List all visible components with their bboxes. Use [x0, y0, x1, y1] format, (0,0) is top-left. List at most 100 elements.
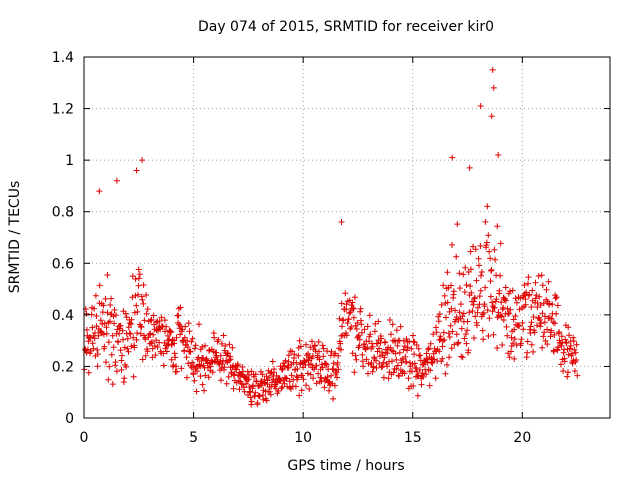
- data-point: [311, 366, 318, 373]
- data-point: [425, 346, 432, 353]
- data-point: [569, 360, 576, 367]
- data-point: [266, 388, 273, 395]
- y-tick-label: 1.2: [52, 102, 74, 118]
- data-point: [137, 323, 144, 330]
- data-point: [405, 375, 412, 382]
- data-point: [89, 324, 96, 331]
- data-point: [144, 348, 151, 355]
- data-point: [473, 277, 480, 284]
- data-point: [115, 339, 122, 345]
- data-point: [571, 368, 578, 374]
- data-point: [223, 380, 230, 387]
- data-point: [554, 302, 561, 309]
- data-point: [426, 382, 433, 389]
- data-point: [135, 266, 142, 273]
- data-point: [427, 340, 434, 347]
- data-point: [396, 373, 402, 380]
- data-point: [103, 324, 110, 331]
- data-point: [326, 387, 332, 394]
- data-point: [202, 342, 209, 349]
- data-point: [93, 313, 100, 319]
- data-point: [474, 304, 481, 311]
- data-point: [381, 354, 388, 361]
- data-point: [481, 303, 488, 310]
- data-point: [117, 347, 124, 354]
- data-point: [485, 333, 492, 339]
- data-point: [109, 332, 116, 339]
- data-point: [542, 313, 548, 320]
- data-point: [369, 368, 376, 375]
- data-point: [520, 326, 527, 333]
- data-point: [371, 328, 378, 335]
- data-point: [139, 157, 146, 164]
- data-point: [394, 342, 401, 349]
- data-point: [456, 285, 463, 292]
- x-tick-label: 15: [404, 430, 422, 446]
- data-point: [132, 292, 139, 299]
- data-point: [117, 322, 124, 329]
- data-point: [167, 328, 174, 335]
- data-point: [486, 315, 493, 322]
- x-tick-label: 0: [80, 430, 89, 446]
- data-point: [459, 313, 466, 320]
- data-point: [507, 288, 514, 295]
- data-point: [194, 368, 201, 375]
- data-point: [153, 319, 160, 326]
- data-point: [483, 239, 490, 246]
- data-point: [491, 304, 498, 311]
- data-point: [551, 320, 558, 327]
- data-point: [259, 371, 266, 378]
- data-point: [492, 256, 499, 263]
- data-point: [502, 284, 509, 291]
- data-point: [234, 361, 241, 368]
- data-point: [102, 295, 109, 302]
- data-point: [133, 167, 140, 174]
- data-point: [312, 342, 318, 349]
- data-point: [380, 359, 387, 366]
- data-point: [250, 382, 256, 389]
- data-point: [164, 332, 171, 339]
- data-point: [101, 320, 108, 327]
- plot-frame: [83, 56, 611, 419]
- data-point: [177, 304, 184, 311]
- y-tick-label: 1: [65, 153, 74, 169]
- data-point: [528, 319, 535, 326]
- data-point: [121, 375, 128, 382]
- data-point: [510, 340, 517, 347]
- data-point: [471, 335, 477, 341]
- data-point: [285, 358, 292, 365]
- data-point: [447, 322, 454, 329]
- data-point: [136, 271, 143, 278]
- data-point: [129, 273, 136, 280]
- y-tick-label: 0.4: [52, 308, 74, 324]
- data-point: [252, 389, 259, 396]
- chart-title: Day 074 of 2015, SRMTID for receiver kir…: [198, 19, 494, 35]
- data-point: [410, 332, 416, 339]
- data-point: [162, 328, 168, 335]
- data-point: [450, 288, 457, 295]
- data-point: [433, 329, 440, 336]
- data-point: [350, 314, 357, 321]
- data-point: [539, 310, 546, 317]
- data-point: [230, 385, 237, 392]
- data-point: [436, 311, 443, 317]
- data-point: [548, 327, 555, 334]
- data-point: [145, 334, 152, 341]
- data-point: [478, 269, 485, 275]
- data-point: [376, 353, 383, 360]
- data-point: [152, 352, 159, 359]
- data-point: [496, 287, 503, 294]
- data-point: [444, 269, 451, 276]
- data-point: [172, 354, 179, 361]
- data-point: [525, 274, 532, 281]
- data-point: [382, 339, 389, 345]
- data-point: [463, 282, 470, 288]
- data-point: [482, 284, 489, 291]
- data-point: [246, 389, 253, 396]
- data-point: [508, 348, 514, 355]
- data-point: [364, 344, 371, 351]
- data-point: [393, 365, 400, 372]
- data-point: [85, 369, 92, 376]
- data-point: [100, 302, 107, 309]
- data-point: [413, 365, 420, 372]
